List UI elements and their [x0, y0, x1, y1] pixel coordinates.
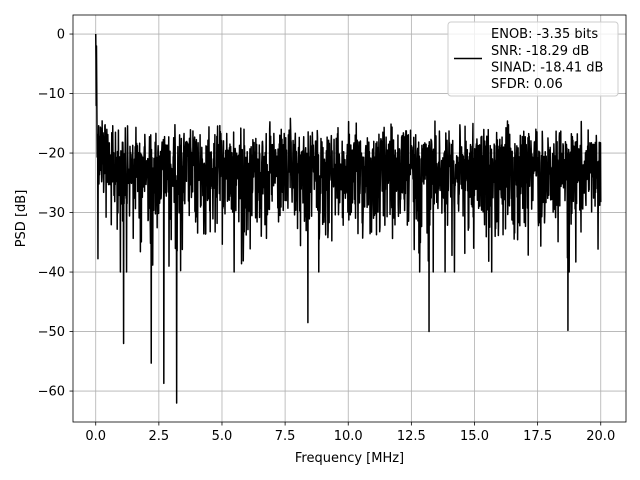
series-line — [94, 34, 602, 404]
y-tick-label: 0 — [57, 28, 65, 43]
psd-trace — [94, 34, 602, 404]
y-axis-label: PSD [dB] — [14, 190, 29, 248]
x-tick-label: 2.5 — [149, 429, 170, 444]
legend-enob: ENOB: -3.35 bits — [491, 27, 598, 42]
legend-box — [447, 21, 619, 97]
legend-snr: SNR: -18.29 dB — [491, 44, 589, 59]
x-tick-label: 17.5 — [523, 429, 552, 444]
x-tick-label: 5.0 — [212, 429, 233, 444]
plot-frame — [72, 14, 627, 423]
y-tick-label: −10 — [38, 87, 65, 102]
y-tick-label: −50 — [38, 325, 65, 340]
x-tick-label: 15.0 — [460, 429, 489, 444]
y-tick-label: −60 — [38, 385, 65, 400]
x-axis-ticks: 0.0 2.5 5.0 7.5 10.0 12.5 15.0 17.5 20.0 — [85, 422, 615, 444]
y-tick-label: −40 — [38, 266, 65, 281]
legend: ENOB: -3.35 bits SNR: -18.29 dB SINAD: -… — [447, 21, 619, 97]
x-tick-label: 10.0 — [334, 429, 363, 444]
x-tick-label: 0.0 — [85, 429, 106, 444]
x-axis-label: Frequency [MHz] — [295, 451, 404, 466]
x-tick-label: 12.5 — [397, 429, 426, 444]
legend-sinad: SINAD: -18.41 dB — [491, 61, 603, 76]
y-tick-label: −30 — [38, 206, 65, 221]
x-tick-label: 7.5 — [275, 429, 296, 444]
y-axis-ticks: 0 −10 −20 −30 −40 −50 −60 — [38, 28, 73, 400]
x-tick-label: 20.0 — [586, 429, 615, 444]
y-tick-label: −20 — [38, 147, 65, 162]
legend-sfdr: SFDR: 0.06 — [491, 77, 563, 92]
